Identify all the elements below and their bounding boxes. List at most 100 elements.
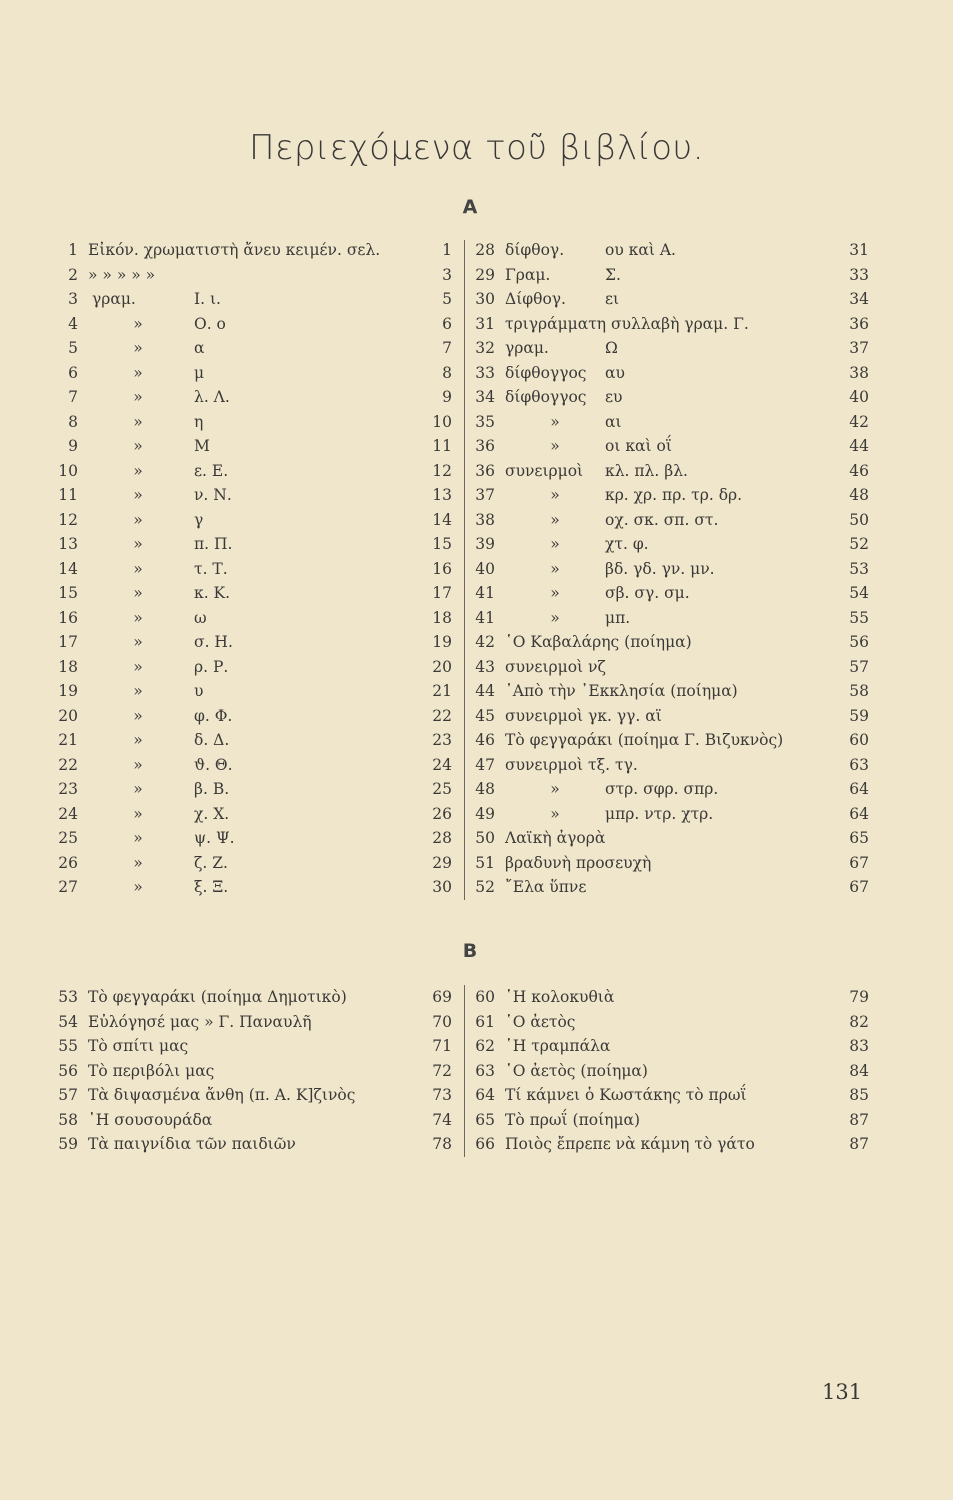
entry-prefix: » bbox=[133, 780, 143, 798]
entry-number: 3 bbox=[68, 290, 78, 308]
entry-page: 57 bbox=[849, 657, 869, 676]
entry-number: 36 bbox=[475, 461, 495, 480]
toc-entry: 21 » δ. Δ. 23 bbox=[50, 728, 452, 753]
entry-page: 8 bbox=[442, 363, 452, 382]
entry-page: 16 bbox=[432, 559, 452, 578]
toc-entry: 55 Τὸ σπίτι μας 71 bbox=[50, 1034, 452, 1059]
entry-title: Τὸ πρωΐ (ποίημα) bbox=[505, 1110, 641, 1129]
toc-entry: 3 γραμ. Ι. ι. 5 bbox=[50, 287, 452, 312]
entry-title: μπρ. ντρ. χτρ. bbox=[605, 804, 714, 823]
toc-entry: 41 » σβ. σγ. σμ. 54 bbox=[467, 581, 869, 606]
entry-number: 5 bbox=[68, 339, 78, 357]
entry-title: συνειρμοὶ γκ. γγ. αϊ bbox=[505, 706, 662, 725]
entry-prefix: » bbox=[550, 559, 560, 578]
entry-number: 2 bbox=[68, 265, 78, 284]
entry-page: 82 bbox=[849, 1012, 869, 1031]
entry-prefix: » bbox=[133, 559, 143, 578]
entry-prefix: » bbox=[133, 388, 143, 406]
entry-title: Λαϊκὴ ἀγορὰ bbox=[505, 829, 606, 847]
toc-entry: 23 » β. Β. 25 bbox=[50, 777, 452, 802]
entry-page: 23 bbox=[432, 731, 452, 749]
entry-title: β. Β. bbox=[194, 780, 230, 798]
toc-entry: 36 συνειρμοὶ κλ. πλ. βλ. 46 bbox=[467, 459, 869, 484]
section-b-right-column: 60 ῾Η κολοκυθιὰ 79 61 ῾Ο ἀετὸς 82 62 ῾Η τραμπάλ… bbox=[467, 985, 869, 1157]
entry-title: ε. Ε. bbox=[194, 461, 229, 480]
entry-number: 46 bbox=[475, 731, 495, 749]
entry-prefix: » bbox=[133, 363, 143, 382]
entry-title: κλ. πλ. βλ. bbox=[605, 461, 688, 480]
entry-title: ου καὶ Α. bbox=[605, 241, 676, 259]
entry-page: 6 bbox=[442, 314, 452, 333]
entry-page: 44 bbox=[849, 437, 869, 455]
toc-entry: 58 ῾Η σουσουράδα 74 bbox=[50, 1108, 452, 1133]
toc-entry: 34 δίφθογγος ευ 40 bbox=[467, 385, 869, 410]
entry-title: » » » » » bbox=[88, 265, 156, 284]
entry-number: 21 bbox=[58, 731, 78, 749]
entry-page: 21 bbox=[432, 682, 452, 700]
entry-number: 47 bbox=[475, 755, 495, 774]
entry-title: Τὸ περιβόλι μας bbox=[88, 1061, 215, 1080]
entry-page: 52 bbox=[849, 535, 869, 553]
entry-number: 4 bbox=[68, 314, 78, 333]
toc-entry: 27 » ξ. Ξ. 30 bbox=[50, 875, 452, 900]
entry-prefix: » bbox=[133, 584, 143, 602]
section-b-left-column: 53 Τὸ φεγγαράκι (ποίημα Δημοτικὸ) 69 54 Εὐλό… bbox=[50, 985, 452, 1157]
entry-page: 65 bbox=[849, 829, 869, 847]
entry-number: 30 bbox=[475, 290, 495, 308]
toc-entry: 18 » ρ. Ρ. 20 bbox=[50, 655, 452, 680]
entry-number: 7 bbox=[68, 388, 78, 406]
toc-entry: 54 Εὐλόγησέ μας » Γ. Παναυλῆ 70 bbox=[50, 1010, 452, 1035]
toc-entry: 24 » χ. Χ. 26 bbox=[50, 802, 452, 827]
toc-entry: 45 συνειρμοὶ γκ. γγ. αϊ 59 bbox=[467, 704, 869, 729]
entry-prefix: » bbox=[133, 633, 143, 651]
entry-title: Τί κάμνει ὁ Κωστάκης τὸ πρωΐ bbox=[505, 1086, 747, 1104]
entry-title: τριγράμματη συλλαβὴ γραμ. Γ. bbox=[505, 314, 749, 333]
entry-page: 71 bbox=[432, 1037, 452, 1055]
entry-title: μ bbox=[194, 363, 205, 382]
entry-prefix: Δίφθογ. bbox=[505, 290, 566, 308]
entry-page: 53 bbox=[849, 559, 869, 578]
entry-title: Μ bbox=[194, 437, 210, 455]
toc-entry: 12 » γ 14 bbox=[50, 508, 452, 533]
toc-entry: 14 » τ. Τ. 16 bbox=[50, 557, 452, 582]
entry-number: 32 bbox=[475, 339, 495, 357]
entry-prefix: » bbox=[133, 853, 143, 872]
entry-page: 34 bbox=[849, 290, 869, 308]
toc-entry: 40 » βδ. γδ. γν. μν. 53 bbox=[467, 557, 869, 582]
entry-number: 24 bbox=[58, 804, 78, 823]
toc-entry: 37 » κρ. χρ. πρ. τρ. δρ. 48 bbox=[467, 483, 869, 508]
entry-title: τ. Τ. bbox=[194, 559, 228, 578]
entry-page: 67 bbox=[849, 853, 869, 872]
entry-prefix: » bbox=[133, 535, 143, 553]
entry-title: κ. Κ. bbox=[194, 584, 231, 602]
entry-number: 38 bbox=[475, 510, 495, 529]
entry-number: 27 bbox=[58, 878, 78, 896]
toc-entry: 26 » ζ. Ζ. 29 bbox=[50, 851, 452, 876]
entry-prefix: » bbox=[133, 412, 143, 431]
entry-page: 46 bbox=[849, 461, 869, 480]
entry-number: 54 bbox=[58, 1012, 78, 1031]
entry-page: 64 bbox=[849, 780, 869, 798]
entry-page: 22 bbox=[432, 706, 452, 725]
entry-title: π. Π. bbox=[194, 535, 233, 553]
entry-number: 12 bbox=[58, 510, 78, 529]
entry-title: ψ. Ψ. bbox=[194, 829, 235, 847]
toc-entry: 4 » Ο. ο 6 bbox=[50, 312, 452, 337]
entry-number: 14 bbox=[58, 559, 78, 578]
entry-title: ῎Ελα ὕπνε bbox=[505, 878, 587, 896]
entry-title: η bbox=[194, 412, 204, 431]
entry-page: 50 bbox=[849, 510, 869, 529]
page-title: Περιεχόμενα τοῦ βιβλίου. bbox=[248, 128, 705, 168]
entry-page: 13 bbox=[432, 486, 452, 504]
entry-prefix: » bbox=[550, 608, 560, 627]
toc-entry: 13 » π. Π. 15 bbox=[50, 532, 452, 557]
toc-entry: 22 » ϑ. Θ. 24 bbox=[50, 753, 452, 778]
entry-page: 29 bbox=[432, 853, 452, 872]
entry-page: 1 bbox=[442, 241, 452, 259]
entry-title: οχ. σκ. σπ. στ. bbox=[605, 510, 719, 529]
entry-page: 17 bbox=[432, 584, 452, 602]
entry-page: 58 bbox=[849, 682, 869, 700]
toc-entry: 65 Τὸ πρωΐ (ποίημα) 87 bbox=[467, 1108, 869, 1133]
entry-title: μπ. bbox=[605, 608, 631, 627]
entry-page: 87 bbox=[849, 1135, 869, 1153]
